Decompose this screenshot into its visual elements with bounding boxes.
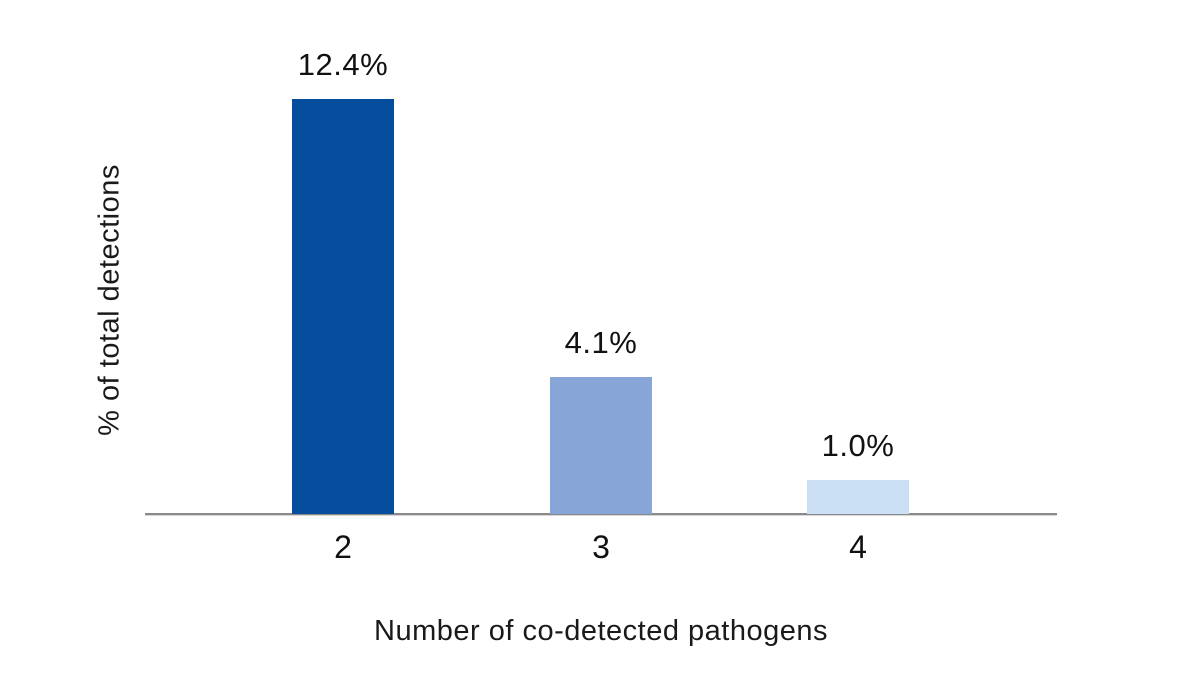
bar-value-label: 12.4% <box>297 47 389 82</box>
x-axis-title: Number of co-detected pathogens <box>374 615 828 647</box>
x-tick-label: 3 <box>592 529 610 565</box>
bar-value-label: 4.1% <box>564 325 638 360</box>
bar-3-codetections <box>550 377 652 514</box>
y-axis-title: % of total detections <box>93 164 126 436</box>
x-tick-label: 2 <box>334 529 352 565</box>
bar-group-4: 1.0% 4 <box>807 428 909 565</box>
x-axis-line <box>145 513 1057 515</box>
x-tick-label: 4 <box>849 529 867 565</box>
bar-2-codetections <box>292 99 394 514</box>
bar-group-3: 4.1% 3 <box>550 325 652 565</box>
bar-group-2: 12.4% 2 <box>292 47 394 565</box>
bar-4-codetections <box>807 480 909 514</box>
bar-value-label: 1.0% <box>821 428 895 463</box>
